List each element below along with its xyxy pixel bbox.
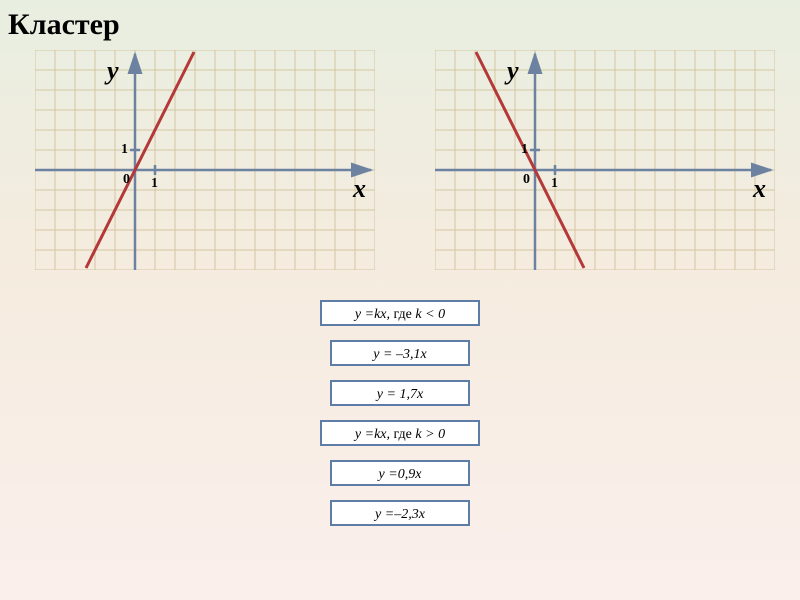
equation-card-3[interactable]: y =kx, где k > 0 (320, 420, 480, 446)
y-axis-label: у (107, 56, 119, 86)
y-unit-label: 1 (521, 142, 528, 158)
x-unit-label: 1 (151, 176, 158, 192)
equation-card-1[interactable]: y = –3,1x (330, 340, 470, 366)
x-axis-label: х (353, 174, 366, 204)
y-unit-label: 1 (121, 142, 128, 158)
y-axis-label: у (507, 56, 519, 86)
plot-negative-slope: у х 0 1 1 (435, 50, 775, 270)
origin-label: 0 (123, 172, 130, 188)
origin-label: 0 (523, 172, 530, 188)
equation-card-4[interactable]: y =0,9x (330, 460, 470, 486)
x-axis-label: х (753, 174, 766, 204)
page-title: Кластер (8, 8, 120, 42)
x-unit-label: 1 (551, 176, 558, 192)
equation-card-5[interactable]: y =–2,3x (330, 500, 470, 526)
plot-positive-slope: у х 0 1 1 (35, 50, 375, 270)
equation-card-2[interactable]: y = 1,7x (330, 380, 470, 406)
equation-card-0[interactable]: y =kx, где k < 0 (320, 300, 480, 326)
